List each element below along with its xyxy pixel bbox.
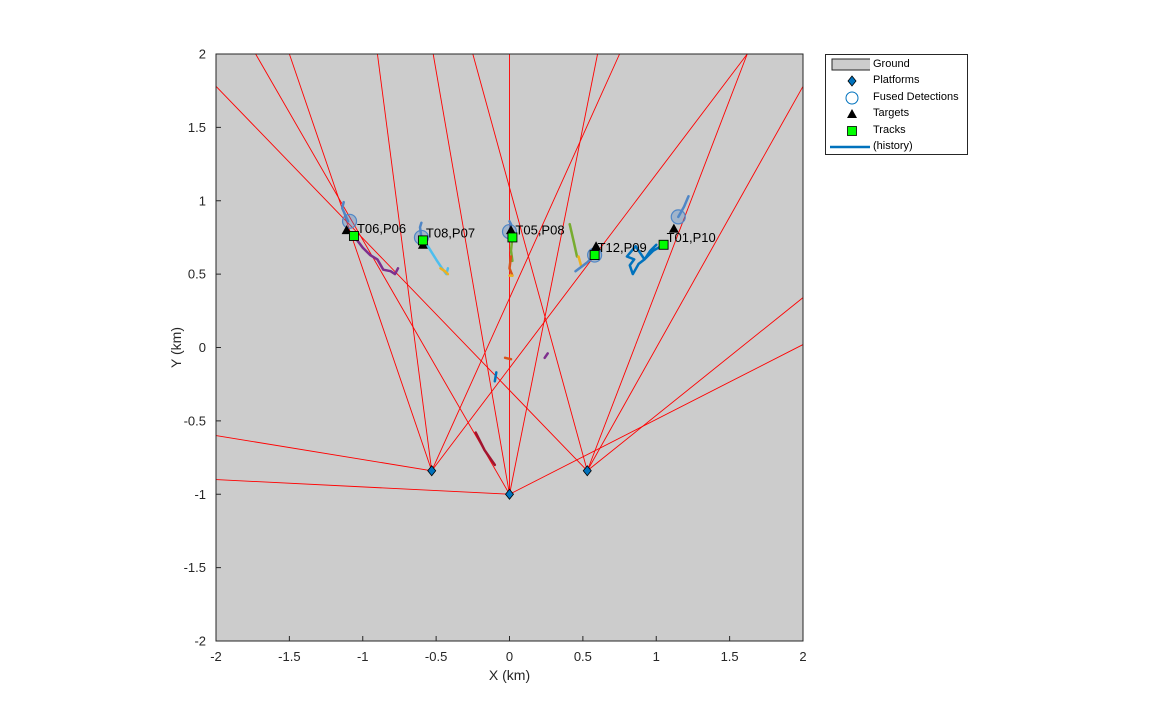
history-trail: [625, 243, 665, 276]
sensor-beams: [215, 53, 804, 495]
legend-item-ground: Ground: [826, 57, 967, 73]
beam-line: [288, 53, 433, 471]
track-marker: [507, 232, 518, 243]
x-tick-label: 0: [506, 649, 513, 664]
history-trail: [508, 255, 514, 277]
x-tick-label: 0.5: [574, 649, 592, 664]
tracks: [348, 231, 669, 260]
beam-line: [432, 53, 510, 495]
history-trail: [340, 200, 350, 223]
history-trail: [474, 431, 497, 467]
history-trail: [677, 195, 690, 219]
legend-label-ground: Ground: [873, 58, 910, 70]
y-tick-label: -1.5: [184, 560, 206, 575]
platform-marker: [504, 488, 515, 500]
legend: Ground Platforms Fused Detections Target…: [825, 54, 968, 155]
x-tick-label: 1: [653, 649, 660, 664]
track-label: T06,P06: [357, 221, 406, 236]
targets: [341, 223, 679, 251]
legend-label-history: (history): [873, 140, 913, 152]
y-tick-label: -0.5: [184, 413, 206, 428]
beam-line: [215, 435, 432, 472]
beam-line: [431, 53, 620, 471]
square-icon: [847, 126, 857, 136]
beam-line: [586, 53, 748, 471]
legend-label-fused: Fused Detections: [873, 91, 959, 103]
fused-detection-marker: [341, 213, 358, 229]
y-tick-label: 0.5: [188, 267, 206, 282]
track-marker: [658, 239, 669, 250]
y-tick-label: 2: [199, 47, 206, 62]
target-marker: [505, 225, 516, 235]
y-tick-label: -2: [194, 634, 206, 649]
legend-item-tracks: Tracks: [826, 123, 967, 139]
platform-marker: [427, 465, 437, 477]
legend-label-platforms: Platforms: [873, 74, 920, 86]
track-label: T05,P08: [515, 222, 564, 237]
history-trail: [503, 356, 513, 361]
x-axis-label: X (km): [489, 667, 530, 683]
target-marker: [591, 241, 602, 251]
track-marker: [589, 250, 600, 260]
beam-line: [586, 297, 804, 472]
legend-item-targets: Targets: [826, 106, 967, 122]
target-marker: [668, 223, 679, 233]
track-marker: [348, 231, 359, 241]
legend-item-fused: Fused Detections: [826, 90, 967, 106]
track-label: T01,P10: [667, 230, 716, 245]
triangle-icon: [847, 109, 857, 118]
fused-detection-marker: [670, 209, 686, 225]
beam-line: [215, 479, 510, 495]
beam-line: [376, 53, 433, 471]
history-trail: [352, 234, 400, 276]
x-tick-label: -1: [357, 649, 369, 664]
beam-line: [431, 53, 748, 472]
history-trail: [493, 371, 498, 383]
y-tick-label: -1: [194, 487, 206, 502]
diamond-icon: [847, 75, 857, 87]
y-axis-ticks: 2 1.5 1 0.5 0 -0.5 -1 -1.5 -2: [184, 47, 221, 649]
y-tick-label: 0: [199, 340, 206, 355]
y-axis-label: Y (km): [168, 327, 184, 368]
track-label: T08,P07: [426, 225, 475, 240]
history-trail: [439, 267, 450, 276]
track-label: T12,P09: [598, 240, 647, 255]
y-tick-label: 1.5: [188, 120, 206, 135]
platforms: [427, 465, 592, 500]
beam-line: [215, 85, 588, 472]
beam-line: [255, 53, 510, 495]
track-marker: [417, 235, 428, 246]
beam-line: [586, 86, 804, 471]
platform-marker: [582, 465, 592, 477]
x-tick-label: -0.5: [425, 649, 447, 664]
legend-label-tracks: Tracks: [873, 124, 906, 136]
x-tick-label: -1.5: [278, 649, 300, 664]
history-trail: [568, 222, 579, 258]
beam-line: [509, 344, 804, 495]
x-axis-ticks: -2 -1.5 -1 -0.5 0 0.5 1 1.5 2: [210, 636, 807, 664]
legend-item-history: (history): [826, 139, 967, 155]
x-tick-label: 1.5: [721, 649, 739, 664]
legend-label-targets: Targets: [873, 107, 910, 119]
x-tick-label: 2: [799, 649, 806, 664]
circle-icon: [845, 91, 859, 105]
x-tick-label: -2: [210, 649, 222, 664]
history-trail: [418, 221, 423, 239]
legend-item-platforms: Platforms: [826, 73, 967, 89]
y-tick-label: 1: [199, 193, 206, 208]
history-trail: [543, 352, 549, 360]
beam-line: [509, 53, 598, 495]
beam-line: [472, 53, 588, 471]
track-labels: T06,P06 T08,P07 T05,P08 T12,P09 T01,P10: [357, 221, 716, 255]
